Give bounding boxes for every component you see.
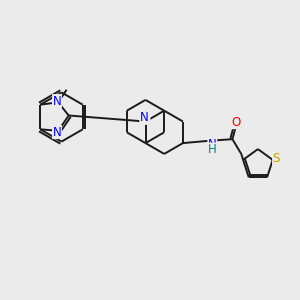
Text: N: N (208, 138, 217, 152)
Text: H: H (208, 143, 217, 156)
Text: N: N (141, 111, 150, 124)
Text: N: N (52, 94, 62, 108)
Text: O: O (231, 116, 241, 129)
Text: N: N (52, 125, 62, 139)
Text: S: S (273, 152, 280, 165)
Text: N: N (140, 111, 149, 124)
